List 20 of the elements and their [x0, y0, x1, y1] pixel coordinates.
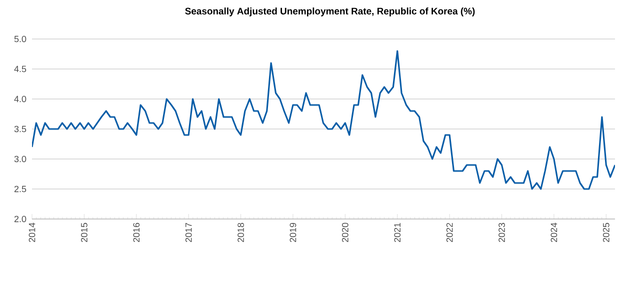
- y-tick-label: 2.0: [14, 216, 26, 222]
- x-tick-label: 2020: [342, 222, 348, 242]
- x-tick-label: 2014: [28, 222, 36, 242]
- x-tick-label: 2017: [185, 222, 192, 242]
- x-tick-label: 2018: [238, 222, 244, 242]
- x-tick-label: 2016: [133, 222, 140, 242]
- x-tick-label: 2022: [446, 222, 453, 242]
- x-tick-label: 2023: [498, 222, 505, 242]
- x-tick-label: 2019: [290, 222, 296, 242]
- y-tick-label: 3.0: [14, 156, 26, 162]
- x-tick-label: 2024: [550, 222, 558, 242]
- y-tick-label: 3.5: [14, 126, 26, 132]
- y-tick-label: 5.0: [14, 36, 26, 42]
- x-tick-label: 2015: [81, 222, 88, 242]
- x-tick-label: 2025: [602, 222, 610, 242]
- x-tick-label: 2021: [394, 222, 401, 242]
- chart-title: Seasonally Adjusted Unemployment Rate, Republic of Korea (%): [185, 8, 475, 16]
- y-tick-label: 4.0: [14, 96, 26, 102]
- y-tick-label: 2.5: [14, 186, 26, 192]
- y-tick-label: 4.5: [14, 66, 26, 72]
